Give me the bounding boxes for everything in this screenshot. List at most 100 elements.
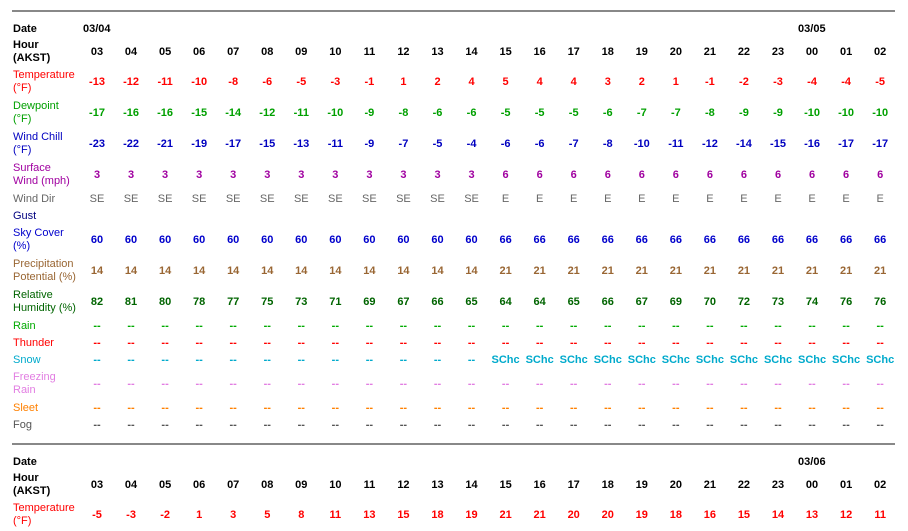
cell-fog: -- xyxy=(229,419,237,431)
cell-sky_cover: 66 xyxy=(499,234,512,246)
cell-thunder: -- xyxy=(604,337,612,349)
cell-fog: -- xyxy=(808,419,816,431)
cell-rain: -- xyxy=(331,320,339,332)
cell-temperature: 4 xyxy=(536,76,543,88)
cell-freezing_rain: -- xyxy=(365,378,374,390)
cell-humidity: 64 xyxy=(499,296,512,308)
cell-wind_chill: -22 xyxy=(123,138,139,150)
cell-sleet: -- xyxy=(331,402,339,414)
cell-wind_dir: SE xyxy=(123,193,139,205)
cell-rain: -- xyxy=(604,320,612,332)
cell-surface_wind: 3 xyxy=(400,169,407,181)
cell-surface_wind: 3 xyxy=(298,169,305,181)
cell-sky_cover: 66 xyxy=(601,234,614,246)
cell-humidity: 69 xyxy=(363,296,376,308)
cell-wind_dir: SE xyxy=(464,193,479,205)
cell-fog: -- xyxy=(706,419,714,431)
cell-snow: SChc xyxy=(593,354,622,366)
cell-dewpoint: -9 xyxy=(773,107,783,119)
cell-precip: 14 xyxy=(90,265,104,277)
cell-temperature: -11 xyxy=(157,76,173,88)
cell-thunder: -- xyxy=(263,337,271,349)
hour-cell: 20 xyxy=(669,46,682,58)
hour-cell: 23 xyxy=(771,46,785,58)
cell-freezing_rain: -- xyxy=(842,378,850,390)
cell-snow: -- xyxy=(161,354,169,366)
hour-cell: 02 xyxy=(874,479,887,491)
hour-cell: 06 xyxy=(193,46,206,58)
row-label-precip: Precipitation Potential (%) xyxy=(13,258,76,283)
cell-wind_dir: E xyxy=(672,193,680,205)
cell-temperature: -6 xyxy=(262,76,273,88)
cell-rain: -- xyxy=(161,320,169,332)
cell-humidity: 65 xyxy=(465,296,478,308)
cell-sleet: -- xyxy=(638,402,646,414)
cell-precip: 21 xyxy=(567,265,580,277)
cell-fog: -- xyxy=(93,419,101,431)
cell-temperature: 2 xyxy=(638,76,645,88)
cell-snow: -- xyxy=(331,354,339,366)
cell-humidity: 67 xyxy=(397,296,410,308)
cell-precip: 21 xyxy=(669,265,682,277)
cell-dewpoint: -6 xyxy=(432,107,443,119)
cell-thunder: -- xyxy=(365,337,374,349)
cell-sleet: -- xyxy=(774,402,782,414)
cell-wind_chill: -23 xyxy=(89,138,105,150)
cell-temperature: 13 xyxy=(363,509,376,521)
cell-wind_dir: E xyxy=(774,193,782,205)
cell-dewpoint: -10 xyxy=(327,107,344,119)
hour-cell: 16 xyxy=(533,46,546,58)
cell-sky_cover: 66 xyxy=(839,234,853,246)
cell-wind_chill: -17 xyxy=(872,138,889,150)
row-label-temperature: Temperature (°F) xyxy=(13,502,75,527)
cell-precip: 21 xyxy=(601,265,614,277)
hour-cell: 09 xyxy=(295,46,308,58)
cell-rain: -- xyxy=(127,320,135,332)
cell-dewpoint: -6 xyxy=(602,107,613,119)
cell-thunder: -- xyxy=(535,337,544,349)
cell-sky_cover: 60 xyxy=(193,234,206,246)
cell-sleet: -- xyxy=(229,402,237,414)
cell-temperature: -8 xyxy=(228,76,239,88)
cell-temperature: -5 xyxy=(92,509,102,521)
hour-cell: 00 xyxy=(805,479,819,491)
hour-cell: 19 xyxy=(635,46,648,58)
cell-sleet: -- xyxy=(433,402,442,414)
cell-snow: -- xyxy=(229,354,237,366)
cell-thunder: -- xyxy=(740,337,748,349)
cell-freezing_rain: -- xyxy=(399,378,408,390)
hour-cell: 04 xyxy=(124,479,138,491)
cell-surface_wind: 6 xyxy=(843,169,850,181)
cell-wind_dir: SE xyxy=(362,193,377,205)
cell-rain: -- xyxy=(842,320,850,332)
cell-precip: 21 xyxy=(771,265,785,277)
cell-sleet: -- xyxy=(672,402,680,414)
cell-sky_cover: 66 xyxy=(737,234,751,246)
cell-rain: -- xyxy=(638,320,646,332)
cell-wind_chill: -16 xyxy=(804,138,820,150)
hour-cell: 07 xyxy=(227,479,240,491)
hour-cell: 08 xyxy=(261,46,274,58)
cell-dewpoint: -5 xyxy=(534,107,545,119)
cell-fog: -- xyxy=(535,419,544,431)
cell-temperature: 3 xyxy=(230,509,237,521)
cell-freezing_rain: -- xyxy=(706,378,714,390)
cell-rain: -- xyxy=(297,320,305,332)
cell-temperature: 5 xyxy=(264,509,271,521)
hour-cell: 19 xyxy=(635,479,648,491)
cell-temperature: 1 xyxy=(672,76,679,88)
cell-surface_wind: 6 xyxy=(570,169,577,181)
cell-sleet: -- xyxy=(706,402,714,414)
cell-dewpoint: -9 xyxy=(364,107,375,119)
cell-surface_wind: 3 xyxy=(230,169,237,181)
cell-rain: -- xyxy=(93,320,101,332)
cell-rain: -- xyxy=(706,320,714,332)
cell-surface_wind: 6 xyxy=(536,169,543,181)
cell-snow: SChc xyxy=(525,354,554,366)
cell-thunder: -- xyxy=(93,337,101,349)
cell-fog: -- xyxy=(876,419,884,431)
cell-sky_cover: 66 xyxy=(635,234,648,246)
cell-thunder: -- xyxy=(876,337,884,349)
cell-surface_wind: 3 xyxy=(93,169,101,181)
hour-cell: 18 xyxy=(601,46,614,58)
